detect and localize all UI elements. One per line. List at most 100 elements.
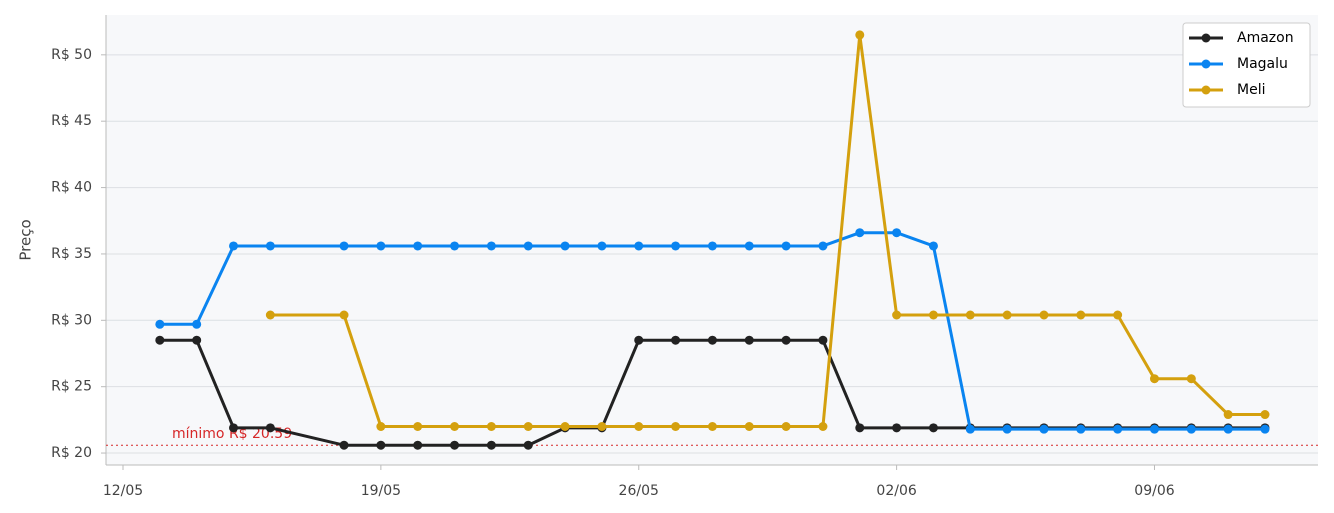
data-point xyxy=(486,422,496,432)
data-point xyxy=(1113,424,1123,434)
y-tick-label: R$ 35 xyxy=(51,246,92,262)
data-point xyxy=(965,424,975,434)
data-point xyxy=(892,310,902,320)
data-point xyxy=(523,440,533,450)
data-point xyxy=(192,319,202,329)
data-point xyxy=(1260,424,1270,434)
data-point xyxy=(818,422,828,432)
data-point xyxy=(1076,310,1086,320)
data-point xyxy=(523,241,533,251)
data-point xyxy=(1223,410,1233,420)
legend: Amazon Magalu Meli xyxy=(1182,22,1311,108)
data-point xyxy=(707,422,717,432)
data-point xyxy=(965,310,975,320)
y-tick-label: R$ 25 xyxy=(51,379,92,395)
data-point xyxy=(155,319,165,329)
data-point xyxy=(450,241,460,251)
data-point xyxy=(265,310,275,320)
legend-label: Meli xyxy=(1237,82,1265,98)
data-point xyxy=(855,228,865,238)
data-point xyxy=(339,440,349,450)
series-line xyxy=(159,231,1265,431)
data-point xyxy=(376,422,386,432)
data-point xyxy=(1223,424,1233,434)
data-point xyxy=(376,440,386,450)
data-point xyxy=(634,422,644,432)
data-point xyxy=(413,440,423,450)
legend-marker xyxy=(1201,33,1211,43)
y-tick-label: R$ 50 xyxy=(51,47,92,63)
data-point xyxy=(781,241,791,251)
data-point xyxy=(1149,374,1159,384)
data-point xyxy=(486,440,496,450)
data-point xyxy=(781,335,791,345)
plot-area xyxy=(106,15,1318,465)
min-line-label: mínimo R$ 20.59 xyxy=(172,426,292,442)
data-point xyxy=(597,241,607,251)
data-point xyxy=(744,241,754,251)
data-point xyxy=(229,241,239,251)
data-point xyxy=(707,335,717,345)
data-point xyxy=(818,241,828,251)
data-point xyxy=(634,241,644,251)
data-point xyxy=(781,422,791,432)
legend-box xyxy=(1182,22,1311,108)
data-point xyxy=(1076,424,1086,434)
data-point xyxy=(928,310,938,320)
data-point xyxy=(339,241,349,251)
data-point xyxy=(855,423,865,433)
data-point xyxy=(928,423,938,433)
x-tick-label: 02/06 xyxy=(876,483,916,499)
data-point xyxy=(339,310,349,320)
data-point xyxy=(892,423,902,433)
data-point xyxy=(1039,424,1049,434)
data-point xyxy=(597,422,607,432)
data-point xyxy=(1039,310,1049,320)
data-point xyxy=(486,241,496,251)
data-point xyxy=(744,422,754,432)
data-point xyxy=(634,335,644,345)
data-point xyxy=(671,241,681,251)
legend-marker xyxy=(1201,59,1211,69)
data-point xyxy=(229,423,239,433)
data-point xyxy=(560,422,570,432)
data-point xyxy=(928,241,938,251)
y-axis-label: Preço xyxy=(17,219,35,260)
data-point xyxy=(1002,310,1012,320)
data-point xyxy=(1002,424,1012,434)
data-point xyxy=(155,335,165,345)
legend-label: Amazon xyxy=(1237,30,1294,46)
data-point xyxy=(376,241,386,251)
legend-marker xyxy=(1201,85,1211,95)
y-tick-label: R$ 20 xyxy=(51,445,92,461)
data-point xyxy=(265,423,275,433)
data-point xyxy=(744,335,754,345)
data-point xyxy=(818,335,828,345)
data-point xyxy=(1186,424,1196,434)
x-tick-label: 09/06 xyxy=(1134,483,1174,499)
x-tick-label: 12/05 xyxy=(103,483,143,499)
legend-label: Magalu xyxy=(1237,56,1288,72)
data-point xyxy=(671,335,681,345)
data-point xyxy=(450,422,460,432)
y-tick-label: R$ 30 xyxy=(51,312,92,328)
data-point xyxy=(671,422,681,432)
data-point xyxy=(855,30,865,40)
data-point xyxy=(1186,374,1196,384)
data-point xyxy=(413,422,423,432)
x-tick-label: 26/05 xyxy=(619,483,659,499)
data-point xyxy=(560,241,570,251)
data-point xyxy=(413,241,423,251)
data-point xyxy=(1113,310,1123,320)
y-tick-label: R$ 40 xyxy=(51,180,92,196)
y-tick-label: R$ 45 xyxy=(51,113,92,129)
data-point xyxy=(1260,410,1270,420)
x-tick-label: 19/05 xyxy=(361,483,401,499)
data-point xyxy=(450,440,460,450)
data-point xyxy=(1149,424,1159,434)
data-point xyxy=(523,422,533,432)
data-point xyxy=(892,228,902,238)
data-point xyxy=(192,335,202,345)
data-point xyxy=(707,241,717,251)
